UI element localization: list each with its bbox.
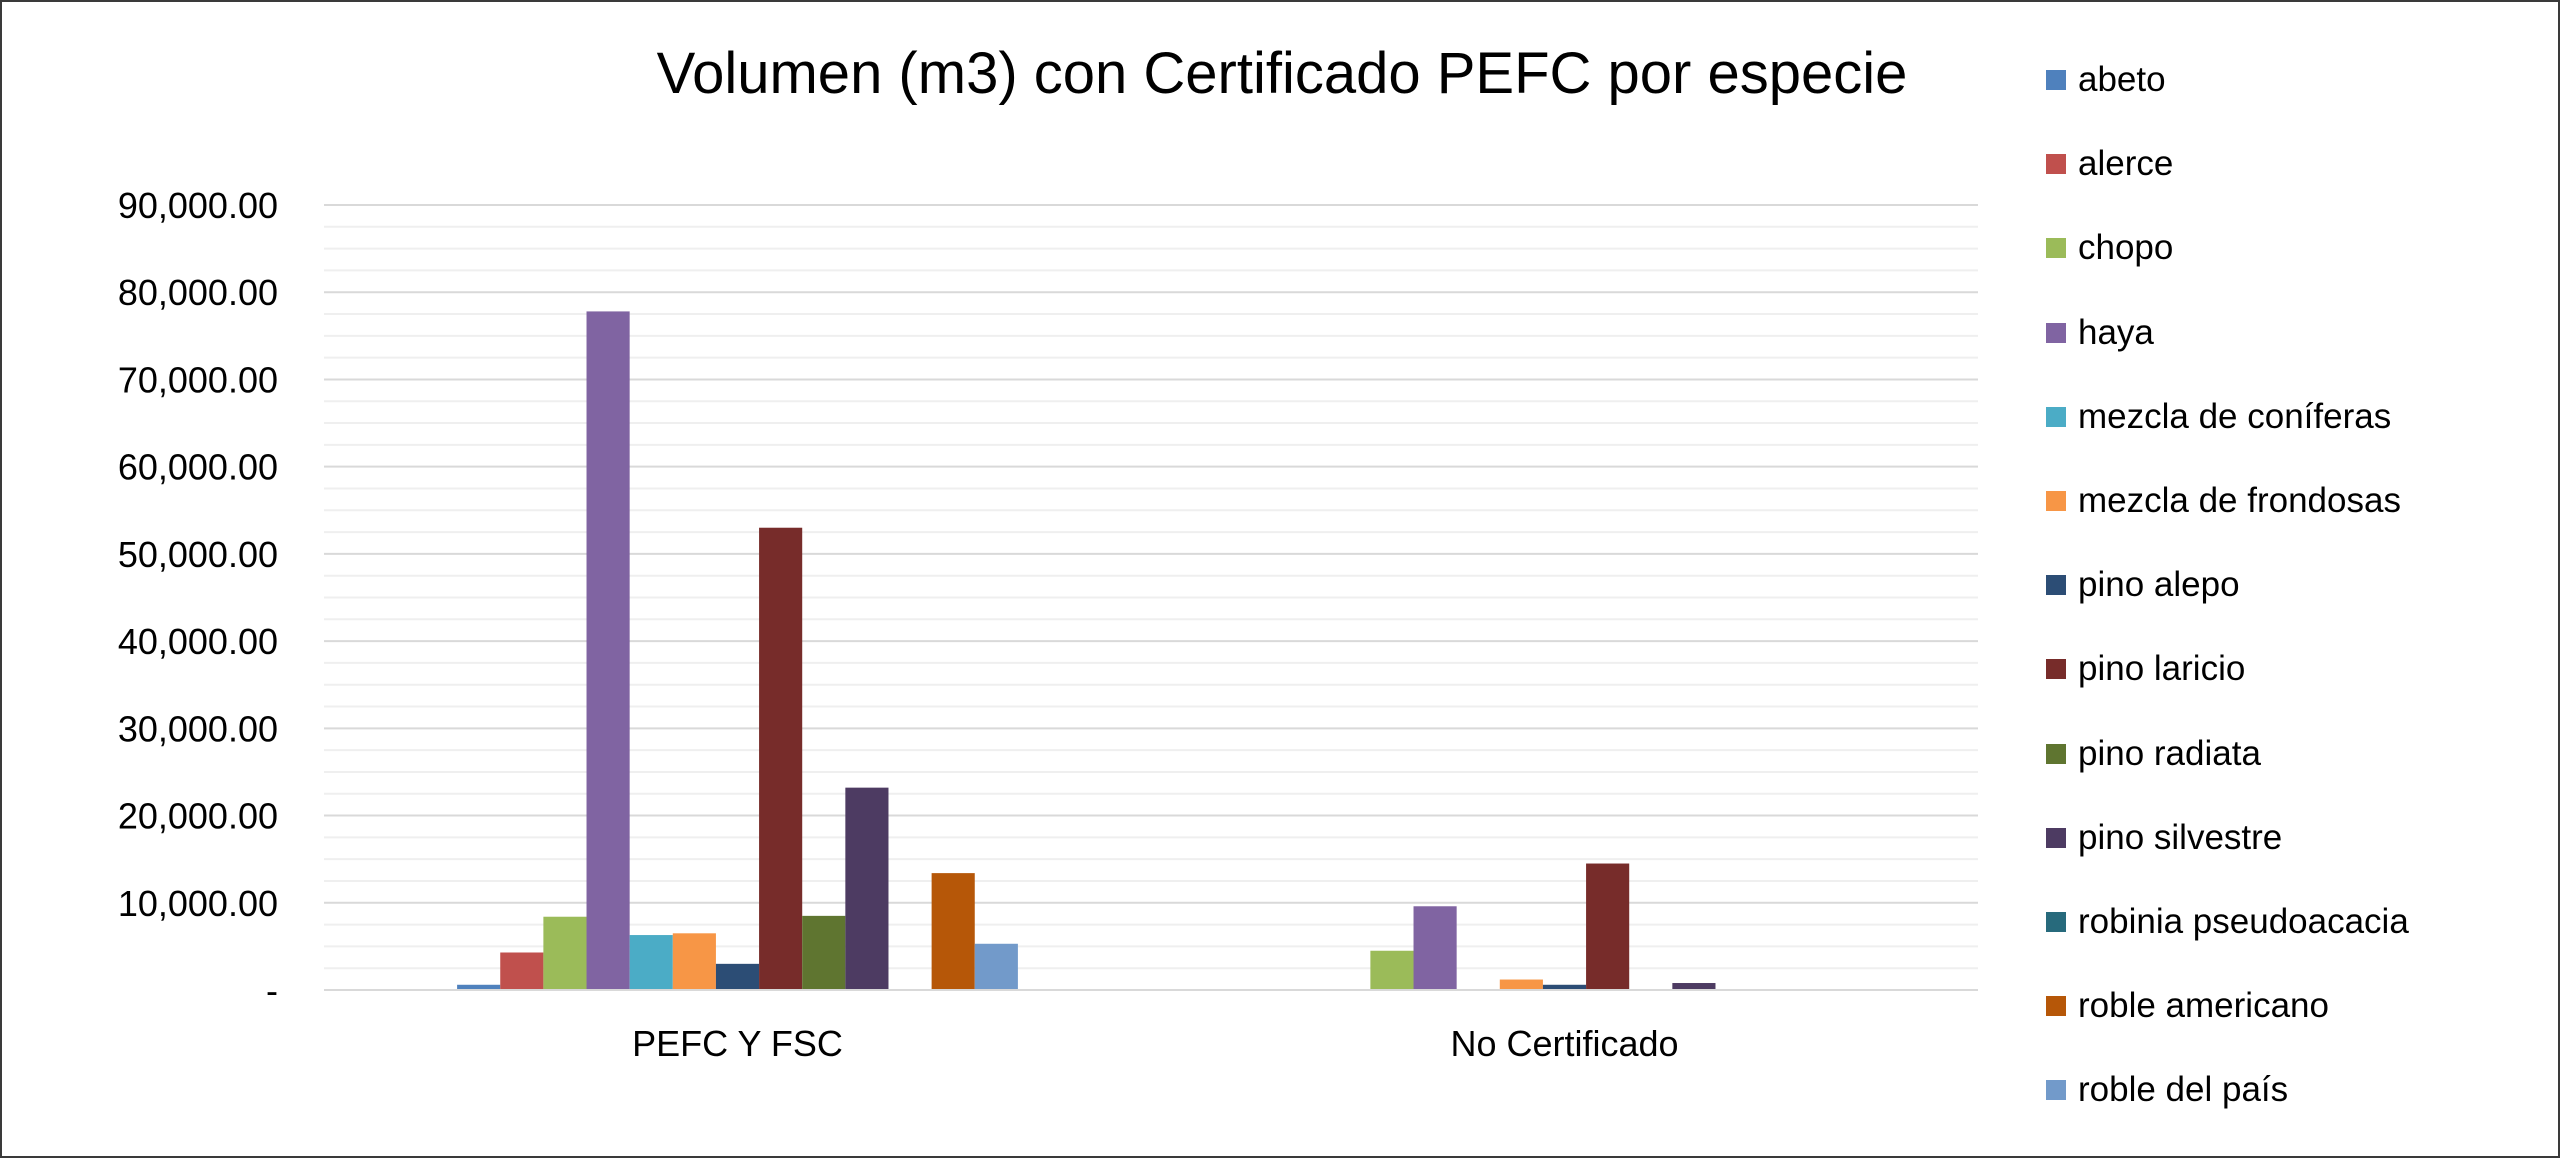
legend-label: roble americano <box>2078 986 2329 1026</box>
legend-label: abeto <box>2078 60 2166 99</box>
y-tick-label: 20,000.00 <box>118 796 278 837</box>
x-tick-label: No Certificado <box>1450 1023 1678 1064</box>
x-tick-label: PEFC Y FSC <box>632 1023 843 1064</box>
legend-label: mezcla de coníferas <box>2078 396 2392 436</box>
legend-swatch <box>2046 575 2066 596</box>
legend-swatch <box>2046 154 2066 175</box>
bar-haya-0 <box>586 311 630 990</box>
y-tick-label: 70,000.00 <box>118 359 278 400</box>
legend-label: alerce <box>2078 144 2174 184</box>
legend-swatch <box>2046 659 2066 680</box>
y-tick-label: 60,000.00 <box>118 447 278 488</box>
legend-swatch <box>2046 322 2066 343</box>
y-tick-label: 50,000.00 <box>118 534 278 575</box>
legend-label: robinia pseudoacacia <box>2078 902 2409 941</box>
y-tick-label: 40,000.00 <box>118 621 278 662</box>
bar-pino-laricio-1 <box>1586 863 1630 990</box>
legend-label: chopo <box>2078 228 2174 268</box>
legend-swatch <box>2046 1080 2066 1101</box>
y-tick-label: 30,000.00 <box>118 708 278 749</box>
y-tick-label: 90,000.00 <box>118 185 278 226</box>
y-tick-label: 80,000.00 <box>118 272 278 313</box>
bar-pino-silvestre-1 <box>1672 983 1716 990</box>
bar-pino-radiata-0 <box>802 915 846 990</box>
legend-swatch <box>2046 406 2066 427</box>
bar-roble-del-país-0 <box>974 943 1018 990</box>
legend-label: pino radiata <box>2078 733 2261 773</box>
bar-pino-silvestre-0 <box>845 787 889 990</box>
bar-mezcla-de-frondosas-0 <box>672 933 716 990</box>
bar-pino-laricio-0 <box>759 527 803 990</box>
legend-label: haya <box>2078 312 2154 352</box>
legend-swatch <box>2046 912 2066 932</box>
y-tick-label: 10,000.00 <box>118 883 278 924</box>
legend-label: roble del país <box>2078 1070 2289 1110</box>
legend-swatch <box>2046 743 2066 764</box>
legend-swatch <box>2046 827 2066 848</box>
bar-alerce-0 <box>500 952 544 990</box>
bar-chopo-1 <box>1370 950 1414 990</box>
bar-pino-alepo-0 <box>715 963 760 990</box>
bar-chopo-0 <box>543 916 587 990</box>
bar-roble-americano-0 <box>931 873 975 990</box>
legend-label: pino silvestre <box>2078 817 2283 857</box>
legend-swatch <box>2046 70 2066 90</box>
y-tick-label: - <box>266 970 278 1011</box>
bar-haya-1 <box>1413 906 1457 990</box>
bar-mezcla-de-coníferas-0 <box>629 935 673 990</box>
legend-label: mezcla de frondosas <box>2078 481 2401 520</box>
bar-abeto-0 <box>457 984 501 990</box>
legend-label: pino alepo <box>2078 565 2240 605</box>
bar-pino-alepo-1 <box>1542 984 1587 990</box>
legend-swatch <box>2046 996 2066 1017</box>
legend-swatch <box>2046 491 2066 511</box>
bar-mezcla-de-frondosas-1 <box>1499 979 1543 990</box>
chart-title: Volumen (m3) con Certificado PEFC por es… <box>656 41 1908 106</box>
legend-swatch <box>2046 238 2066 259</box>
legend-label: pino laricio <box>2078 649 2246 689</box>
